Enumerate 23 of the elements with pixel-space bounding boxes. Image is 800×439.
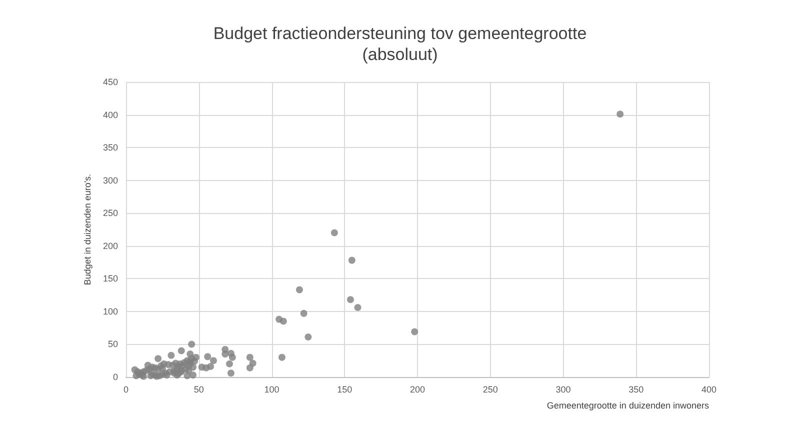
x-tick-label: 200 (410, 384, 426, 394)
y-tick-label: 100 (102, 306, 118, 316)
y-tick-label: 450 (102, 77, 118, 87)
y-tick-label: 150 (102, 274, 118, 284)
y-axis-title: Budget in duizenden euro's. (82, 174, 93, 286)
x-tick-label: 350 (628, 384, 644, 394)
x-tick-label: 250 (482, 384, 498, 394)
x-tick-label: 300 (556, 384, 571, 394)
y-tick-label: 0 (112, 372, 118, 382)
y-tick-label: 300 (102, 175, 118, 186)
y-tick-label: 400 (102, 110, 118, 120)
x-tick-label: 150 (337, 384, 352, 394)
y-tick-label: 200 (102, 240, 118, 251)
y-tick-label: 250 (102, 208, 118, 218)
y-tick-label: 50 (108, 339, 118, 350)
chart-title: Budget fractieondersteuning tov gemeentegrootte (213, 24, 587, 43)
chart-subtitle: (absoluut) (362, 45, 438, 64)
x-tick-label: 400 (701, 384, 717, 394)
x-tick-label: 100 (264, 384, 280, 394)
x-axis-title: Gemeentegrootte in duizenden inwoners (546, 400, 710, 410)
y-tick-label: 350 (102, 142, 118, 153)
x-tick-label: 0 (123, 384, 129, 394)
x-tick-label: 50 (194, 384, 204, 394)
